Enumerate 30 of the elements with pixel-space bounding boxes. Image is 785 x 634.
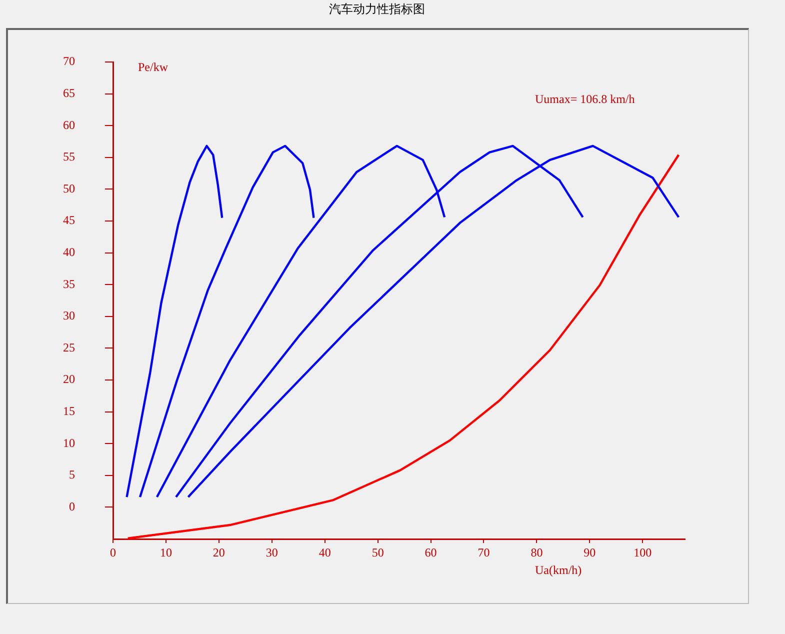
x-tick-label: 80 bbox=[530, 545, 543, 560]
y-tick-label: 55 bbox=[63, 150, 75, 164]
y-tick-label: 10 bbox=[63, 436, 75, 450]
x-tick-label: 30 bbox=[266, 545, 278, 560]
y-tick-label: 45 bbox=[63, 213, 75, 228]
y-tick-label: 50 bbox=[63, 181, 75, 196]
y-tick-label: 20 bbox=[63, 372, 75, 386]
y-tick-label: 0 bbox=[69, 499, 75, 514]
x-tick-label: 60 bbox=[424, 545, 437, 560]
y-tick-label: 40 bbox=[63, 244, 75, 259]
y-tick-label: 65 bbox=[63, 86, 75, 100]
x-tick-label: 50 bbox=[372, 545, 384, 560]
x-tick-label: 100 bbox=[634, 545, 652, 560]
x-tick-label: 20 bbox=[212, 545, 225, 560]
y-tick-label: 70 bbox=[63, 54, 75, 68]
y-tick-label: 35 bbox=[63, 276, 75, 291]
x-tick-label: 0 bbox=[110, 545, 116, 560]
y-tick-label: 30 bbox=[63, 308, 75, 323]
x-tick-label: 10 bbox=[160, 545, 172, 560]
x-tick-label: 90 bbox=[584, 545, 596, 560]
y-axis-title: Pe/kw bbox=[138, 60, 168, 74]
y-tick-label: 25 bbox=[63, 340, 75, 354]
x-tick-label: 70 bbox=[478, 545, 490, 560]
x-tick-label: 40 bbox=[318, 545, 331, 560]
annotation: Uumax= 106.8 km/h bbox=[535, 92, 635, 106]
y-tick-label: 60 bbox=[63, 118, 75, 132]
chart-title: 汽车动力性指标图 bbox=[329, 2, 425, 16]
y-tick-label: 15 bbox=[63, 404, 75, 418]
x-axis-title: Ua(km/h) bbox=[535, 563, 582, 578]
y-tick-label: 5 bbox=[69, 468, 75, 482]
